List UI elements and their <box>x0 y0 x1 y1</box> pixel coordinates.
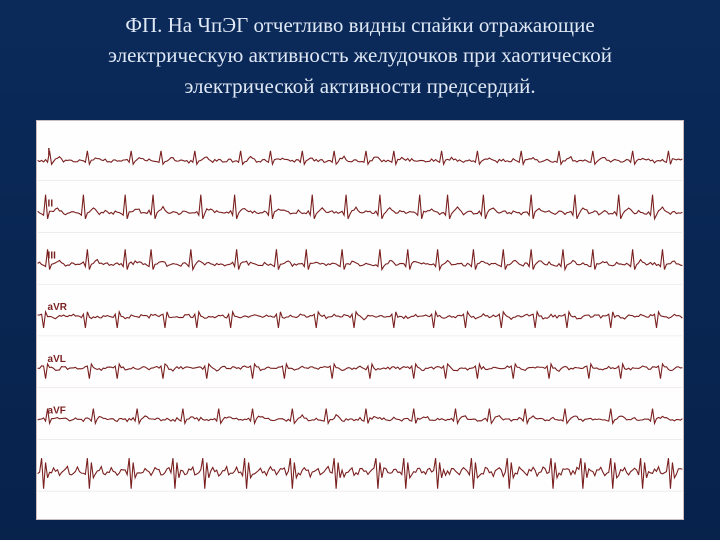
ecg-trace <box>38 364 683 379</box>
lead-label: III <box>48 250 57 261</box>
lead-label: aVR <box>48 302 67 313</box>
title-line: электрическую активность желудочков при … <box>108 43 612 67</box>
title-line: электрической активности предсердий. <box>184 74 535 98</box>
lead-label: aVF <box>48 406 66 417</box>
ecg-trace <box>38 409 683 424</box>
lead-label: I <box>48 147 51 158</box>
ecg-panel: IIIIIIaVRaVLaVF <box>36 120 684 520</box>
ecg-trace <box>38 195 683 219</box>
title-line: ФП. На ЧпЭГ отчетливо видны спайки отраж… <box>125 13 594 37</box>
ecg-trace <box>38 151 683 164</box>
ecg-chart: IIIIIIaVRaVLaVF <box>37 121 683 519</box>
ecg-trace <box>38 458 683 489</box>
lead-label: aVL <box>48 354 66 365</box>
ecg-trace <box>38 249 683 269</box>
slide-title: ФП. На ЧпЭГ отчетливо видны спайки отраж… <box>0 0 720 109</box>
lead-label: II <box>48 199 54 210</box>
ecg-trace <box>38 312 683 328</box>
